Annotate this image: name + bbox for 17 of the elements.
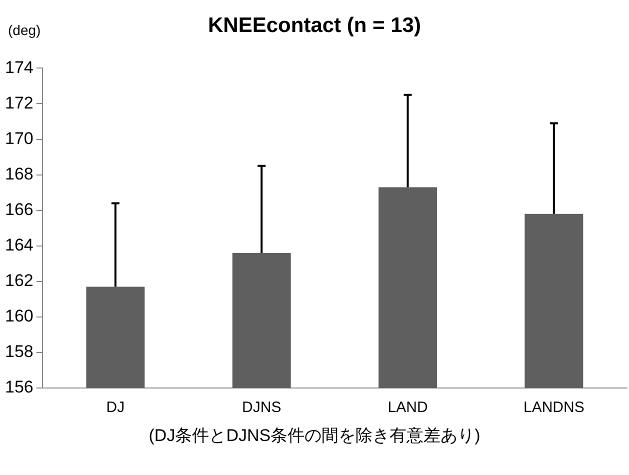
y-tick-label: 156 bbox=[4, 378, 34, 397]
y-tick-label: 164 bbox=[4, 236, 34, 255]
chart-title: KNEEcontact (n = 13) bbox=[208, 14, 421, 37]
y-tick-label: 174 bbox=[4, 58, 34, 77]
y-tick-label: 166 bbox=[4, 200, 34, 220]
y-tick-label: 170 bbox=[4, 128, 34, 148]
text: (DJ条件とDJNS条件の間を除き有意差あり) bbox=[148, 425, 482, 447]
y-axis-title: (deg) bbox=[8, 22, 41, 38]
y-tick-label: 158 bbox=[4, 342, 34, 362]
x-tick-label: LANDNS bbox=[523, 399, 584, 416]
y-tick-label: 172 bbox=[4, 93, 34, 112]
x-tick-label: LAND bbox=[388, 399, 428, 416]
x-tick-label: DJNS bbox=[242, 399, 282, 416]
y-tick-label: 160 bbox=[4, 306, 34, 326]
x-tick-label: DJ bbox=[106, 399, 125, 416]
y-tick-label: 168 bbox=[4, 164, 34, 184]
y-tick-label: 162 bbox=[4, 271, 34, 290]
